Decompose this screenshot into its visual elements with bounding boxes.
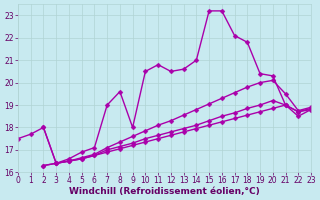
X-axis label: Windchill (Refroidissement éolien,°C): Windchill (Refroidissement éolien,°C) [69, 187, 260, 196]
